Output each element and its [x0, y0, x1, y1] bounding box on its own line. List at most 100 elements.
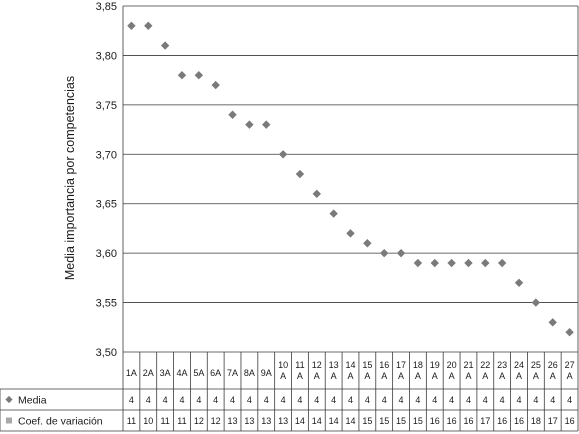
table-cell: 16	[430, 416, 440, 426]
table-cell: 4	[432, 395, 437, 405]
x-tick-label: A	[415, 371, 421, 381]
table-cell: 4	[163, 395, 168, 405]
y-tick-label: 3,80	[96, 50, 117, 62]
table-cell: 4	[399, 395, 404, 405]
data-point	[430, 258, 439, 268]
table-cell: 4	[567, 395, 572, 405]
data-points	[127, 21, 574, 337]
table-cell: 4	[331, 395, 336, 405]
data-point	[211, 80, 220, 90]
table-cell: 15	[396, 416, 406, 426]
x-tick-label: A	[280, 371, 286, 381]
legend-label: Media	[18, 394, 47, 406]
x-tick-label: 2A	[143, 368, 154, 378]
table-cell: 15	[413, 416, 423, 426]
legend-marker-diamond	[5, 395, 13, 404]
x-tick-label: 22	[480, 360, 490, 370]
x-tick-label: 16	[379, 360, 389, 370]
x-tick-label: 5A	[193, 368, 204, 378]
table-cell: 10	[143, 416, 153, 426]
x-tick-label: 14	[345, 360, 355, 370]
table-cell: 4	[533, 395, 538, 405]
x-tick-label: A	[449, 371, 455, 381]
y-tick-label: 3,60	[96, 248, 117, 260]
data-point	[548, 318, 557, 327]
x-tick-label: 25	[531, 360, 541, 370]
x-tick-label: A	[297, 371, 303, 381]
x-tick-label: A	[331, 371, 337, 381]
data-point	[278, 150, 288, 159]
table-cell: 4	[517, 395, 522, 405]
y-axis: 3,85 3,80 3,75 3,70 3,65 3,60 3,55 3,50	[96, 1, 579, 359]
data-point	[160, 41, 170, 50]
table-cell: 14	[345, 416, 355, 426]
table-cell: 4	[466, 395, 471, 405]
table-cell: 4	[213, 395, 218, 405]
table-cell: 4	[247, 395, 252, 405]
table-cell: 16	[514, 416, 524, 426]
x-tick-label: 19	[430, 360, 440, 370]
data-point	[295, 169, 305, 179]
table-cell: 18	[531, 416, 541, 426]
table-cell: 17	[548, 416, 558, 426]
y-tick-label: 3,85	[96, 1, 117, 13]
table-cell: 15	[362, 416, 372, 426]
data-point	[177, 71, 187, 80]
x-tick-label: 13	[329, 360, 339, 370]
table-cell: 4	[230, 395, 235, 405]
x-tick-label: A	[516, 371, 522, 381]
x-tick-label: 17	[396, 360, 406, 370]
y-axis-label: Media importancia por competencias	[63, 76, 77, 280]
data-point	[514, 278, 524, 287]
x-tick-label: 24	[514, 360, 524, 370]
table-cell: 15	[379, 416, 389, 426]
table-cell: 4	[550, 395, 555, 405]
table-cell: 12	[194, 416, 204, 426]
x-tick-label: 1A	[126, 368, 137, 378]
data-point	[194, 71, 204, 80]
y-tick-label: 3,65	[96, 199, 117, 211]
table-cell: 13	[278, 416, 288, 426]
x-tick-label: A	[381, 371, 387, 381]
table-cell: 12	[211, 416, 221, 426]
x-tick-label: A	[550, 371, 556, 381]
y-tick-label: 3,50	[96, 347, 117, 359]
data-point	[481, 258, 490, 268]
x-tick-label: 23	[497, 360, 507, 370]
legend-label: Coef. de variación	[18, 415, 103, 427]
data-point	[447, 258, 456, 268]
data-point	[531, 298, 541, 307]
x-tick-label: A	[465, 371, 471, 381]
data-point	[245, 120, 254, 129]
table-cell: 4	[297, 395, 302, 405]
x-tick-label: 12	[312, 360, 322, 370]
x-tick-label: 4A	[176, 368, 187, 378]
x-tick-label: 8A	[244, 368, 255, 378]
y-tick-label: 3,75	[96, 100, 117, 112]
x-tick-label: A	[364, 371, 370, 381]
x-tick-label: 6A	[210, 368, 221, 378]
table-cell: 4	[146, 395, 151, 405]
table-cell: 14	[312, 416, 322, 426]
x-tick-label: 10	[278, 360, 288, 370]
table-cell: 14	[329, 416, 339, 426]
x-tick-label: A	[499, 371, 505, 381]
data-point	[396, 248, 406, 258]
data-point	[380, 248, 389, 258]
x-tick-label: 20	[447, 360, 457, 370]
gridlines	[123, 5, 578, 353]
x-tick-label: 7A	[227, 368, 238, 378]
table-cell: 11	[127, 416, 136, 426]
x-tick-label: A	[314, 371, 320, 381]
table-cell: 4	[281, 395, 286, 405]
x-tick-label: A	[533, 371, 539, 381]
x-tick-label: A	[567, 371, 573, 381]
data-point	[346, 229, 355, 238]
x-tick-label: A	[432, 371, 438, 381]
x-tick-label: A	[398, 371, 404, 381]
table-cell: 4	[500, 395, 505, 405]
table-cell: 16	[565, 416, 575, 426]
x-tick-label: 11	[295, 360, 304, 370]
x-tick-label: 27	[565, 360, 575, 370]
table-cell: 16	[463, 416, 473, 426]
